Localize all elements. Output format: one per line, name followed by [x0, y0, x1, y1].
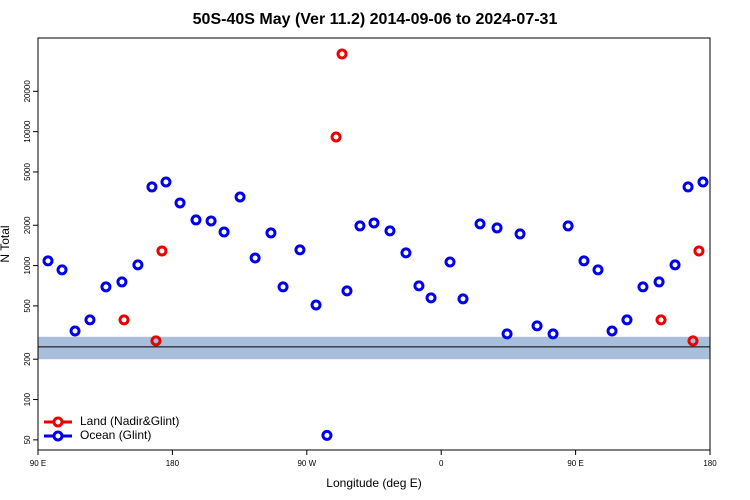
point [697, 176, 709, 188]
point [249, 252, 261, 264]
point [457, 293, 469, 305]
point [693, 245, 705, 257]
x-tick-label: 90 W [297, 459, 316, 468]
point [368, 217, 380, 229]
point [514, 228, 526, 240]
point [655, 314, 667, 326]
point [174, 197, 186, 209]
point [384, 225, 396, 237]
point [621, 314, 633, 326]
point [606, 325, 618, 337]
y-tick-label: 10000 [23, 120, 32, 143]
point [336, 48, 348, 60]
point [310, 299, 322, 311]
y-tick-label: 20000 [23, 80, 32, 103]
point [190, 214, 202, 226]
point [592, 264, 604, 276]
point [413, 280, 425, 292]
y-tick-label: 50 [23, 435, 32, 444]
point [156, 245, 168, 257]
point [501, 328, 513, 340]
point [491, 222, 503, 234]
point [425, 292, 437, 304]
point [146, 181, 158, 193]
x-tick-label: 90 E [30, 459, 46, 468]
point [84, 314, 96, 326]
point [341, 285, 353, 297]
point [218, 226, 230, 238]
point [474, 218, 486, 230]
x-tick-label: 0 [439, 459, 444, 468]
point [330, 131, 342, 143]
point [132, 259, 144, 271]
point [578, 255, 590, 267]
point [354, 220, 366, 232]
point [531, 320, 543, 332]
legend-marker [52, 430, 64, 442]
y-tick-label: 5000 [23, 163, 32, 181]
point [56, 264, 68, 276]
y-tick-label: 2000 [23, 216, 32, 234]
point [116, 276, 128, 288]
point [100, 281, 112, 293]
y-tick-label: 500 [23, 299, 32, 313]
point [321, 429, 333, 441]
point [444, 256, 456, 268]
point [42, 255, 54, 267]
point [277, 281, 289, 293]
legend-marker [52, 416, 64, 428]
legend-label: Ocean (Glint) [80, 428, 151, 442]
y-tick-label: 100 [23, 392, 32, 406]
x-tick-label: 180 [703, 459, 717, 468]
point [205, 215, 217, 227]
y-tick-label: 1000 [23, 256, 32, 274]
legend-label: Land (Nadir&Glint) [80, 414, 179, 428]
point [562, 220, 574, 232]
point [69, 325, 81, 337]
x-tick-label: 90 E [567, 459, 583, 468]
point [400, 247, 412, 259]
y-tick-label: 200 [23, 352, 32, 366]
point [682, 181, 694, 193]
band [38, 336, 710, 360]
point [265, 227, 277, 239]
point [294, 244, 306, 256]
chart-title: 50S-40S May (Ver 11.2) 2014-09-06 to 202… [193, 11, 558, 28]
point [234, 191, 246, 203]
x-tick-label: 180 [166, 459, 180, 468]
point [547, 328, 559, 340]
point [118, 314, 130, 326]
x-axis-label: Longitude (deg E) [326, 476, 421, 490]
point [687, 335, 699, 347]
y-axis-label: N Total [0, 225, 12, 262]
point [653, 276, 665, 288]
point [637, 281, 649, 293]
point [150, 335, 162, 347]
plot-frame [37, 37, 711, 451]
point [669, 259, 681, 271]
point [160, 176, 172, 188]
